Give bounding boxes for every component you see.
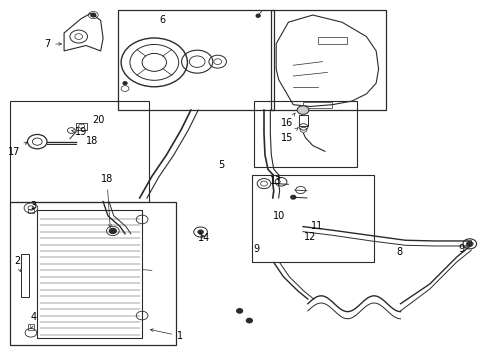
Text: 18: 18 [101,174,113,228]
Text: 4: 4 [30,312,37,328]
Text: 12: 12 [304,232,316,242]
Circle shape [109,228,116,233]
Circle shape [297,106,308,114]
Bar [37,211,142,338]
Circle shape [467,242,471,246]
Circle shape [256,14,260,17]
Text: 8: 8 [396,247,402,257]
Circle shape [246,319,252,323]
Text: 15: 15 [280,128,297,143]
Text: 6: 6 [159,15,165,26]
Text: 14: 14 [198,233,210,243]
Text: 7: 7 [44,40,61,49]
Text: 9: 9 [253,244,259,254]
Bar [21,253,29,297]
Bar [10,101,149,202]
Text: 19: 19 [72,127,87,137]
Text: 2: 2 [15,256,21,271]
Circle shape [198,230,202,233]
Text: 3: 3 [31,201,37,211]
Bar [76,123,87,130]
Bar [251,175,373,262]
Bar [299,116,307,126]
Text: 13: 13 [269,176,282,186]
Text: 10: 10 [272,211,284,221]
Text: 5: 5 [218,160,224,170]
Text: 20: 20 [92,115,104,125]
Text: 1: 1 [150,329,183,341]
Bar [118,10,273,110]
Circle shape [290,195,295,199]
Text: 18: 18 [85,136,98,145]
Text: 16: 16 [280,113,294,128]
Bar [10,202,176,345]
Bar [317,37,346,44]
Circle shape [91,13,96,17]
Circle shape [123,82,127,85]
Bar [271,10,385,110]
Bar [27,210,34,213]
Circle shape [236,309,242,313]
Bar [254,101,356,167]
Bar [303,102,331,108]
Text: 9: 9 [457,244,467,254]
Bar [27,324,34,330]
Text: 11: 11 [310,221,322,231]
Text: 17: 17 [8,142,27,157]
